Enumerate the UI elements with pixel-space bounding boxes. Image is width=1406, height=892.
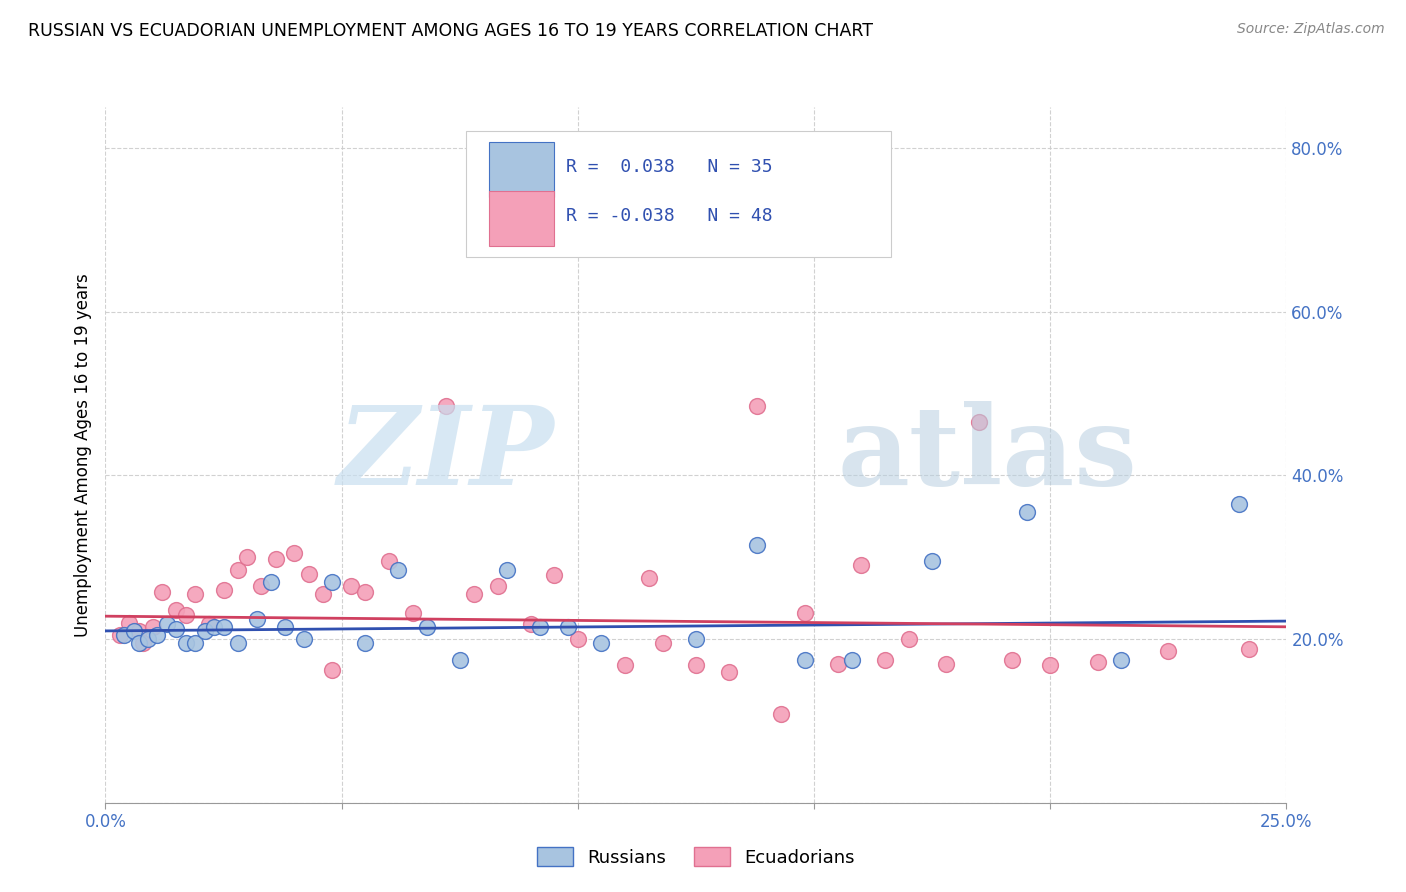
Point — [685, 658, 707, 673]
Point — [194, 624, 217, 638]
Point — [174, 636, 197, 650]
Point — [841, 652, 863, 666]
Point — [387, 562, 409, 576]
Point — [378, 554, 401, 568]
Point — [128, 624, 150, 638]
Point — [1001, 652, 1024, 666]
Point — [174, 607, 197, 622]
Text: atlas: atlas — [838, 401, 1137, 508]
Point — [165, 603, 187, 617]
Point — [142, 620, 165, 634]
Point — [496, 562, 519, 576]
Point — [591, 636, 613, 650]
Point — [543, 568, 565, 582]
Point — [184, 587, 207, 601]
Point — [108, 628, 131, 642]
Text: R = -0.038   N = 48: R = -0.038 N = 48 — [567, 207, 773, 225]
Point — [434, 399, 457, 413]
Point — [1039, 658, 1062, 673]
Point — [321, 574, 343, 589]
Text: Source: ZipAtlas.com: Source: ZipAtlas.com — [1237, 22, 1385, 37]
Point — [718, 665, 741, 679]
Point — [747, 538, 769, 552]
Point — [226, 562, 249, 576]
Point — [651, 636, 673, 650]
Text: R =  0.038   N = 35: R = 0.038 N = 35 — [567, 158, 773, 177]
Point — [136, 632, 159, 646]
Point — [226, 636, 249, 650]
Point — [1015, 505, 1038, 519]
Text: RUSSIAN VS ECUADORIAN UNEMPLOYMENT AMONG AGES 16 TO 19 YEARS CORRELATION CHART: RUSSIAN VS ECUADORIAN UNEMPLOYMENT AMONG… — [28, 22, 873, 40]
FancyBboxPatch shape — [489, 191, 554, 246]
Point — [184, 636, 207, 650]
Point — [354, 584, 377, 599]
Point — [449, 652, 471, 666]
Point — [202, 620, 225, 634]
Point — [292, 632, 315, 646]
Point — [873, 652, 896, 666]
Point — [132, 636, 155, 650]
Point — [212, 582, 235, 597]
Point — [637, 206, 659, 220]
Point — [567, 632, 589, 646]
Point — [1109, 652, 1132, 666]
Point — [283, 546, 305, 560]
Point — [463, 587, 485, 601]
Point — [486, 579, 509, 593]
Point — [198, 617, 221, 632]
Point — [122, 624, 145, 638]
Point — [637, 571, 659, 585]
Point — [340, 579, 363, 593]
Point — [165, 622, 187, 636]
Point — [1237, 641, 1260, 656]
Point — [236, 550, 259, 565]
Point — [557, 620, 579, 634]
Point — [212, 620, 235, 634]
Point — [1227, 497, 1250, 511]
Point — [260, 574, 283, 589]
Point — [264, 552, 287, 566]
Point — [769, 707, 792, 722]
Point — [401, 606, 423, 620]
Point — [827, 657, 849, 671]
Point — [529, 620, 551, 634]
Point — [921, 554, 943, 568]
Point — [274, 620, 297, 634]
Point — [297, 566, 319, 581]
Point — [935, 657, 957, 671]
Point — [128, 636, 150, 650]
Point — [415, 620, 437, 634]
Text: ZIP: ZIP — [337, 401, 554, 508]
Point — [851, 558, 873, 573]
Point — [793, 606, 815, 620]
Point — [118, 615, 141, 630]
Point — [250, 579, 273, 593]
Point — [519, 617, 541, 632]
Point — [312, 587, 335, 601]
Point — [1087, 655, 1109, 669]
Point — [1157, 644, 1180, 658]
FancyBboxPatch shape — [465, 131, 891, 257]
Point — [614, 658, 637, 673]
Point — [969, 415, 991, 429]
Point — [156, 617, 179, 632]
Point — [793, 652, 815, 666]
Point — [246, 612, 269, 626]
Point — [747, 399, 769, 413]
Point — [897, 632, 920, 646]
Point — [354, 636, 377, 650]
Point — [146, 628, 169, 642]
FancyBboxPatch shape — [489, 142, 554, 197]
Legend: Russians, Ecuadorians: Russians, Ecuadorians — [530, 840, 862, 874]
Point — [685, 632, 707, 646]
Y-axis label: Unemployment Among Ages 16 to 19 years: Unemployment Among Ages 16 to 19 years — [73, 273, 91, 637]
Point — [150, 584, 173, 599]
Point — [321, 663, 343, 677]
Point — [112, 628, 135, 642]
